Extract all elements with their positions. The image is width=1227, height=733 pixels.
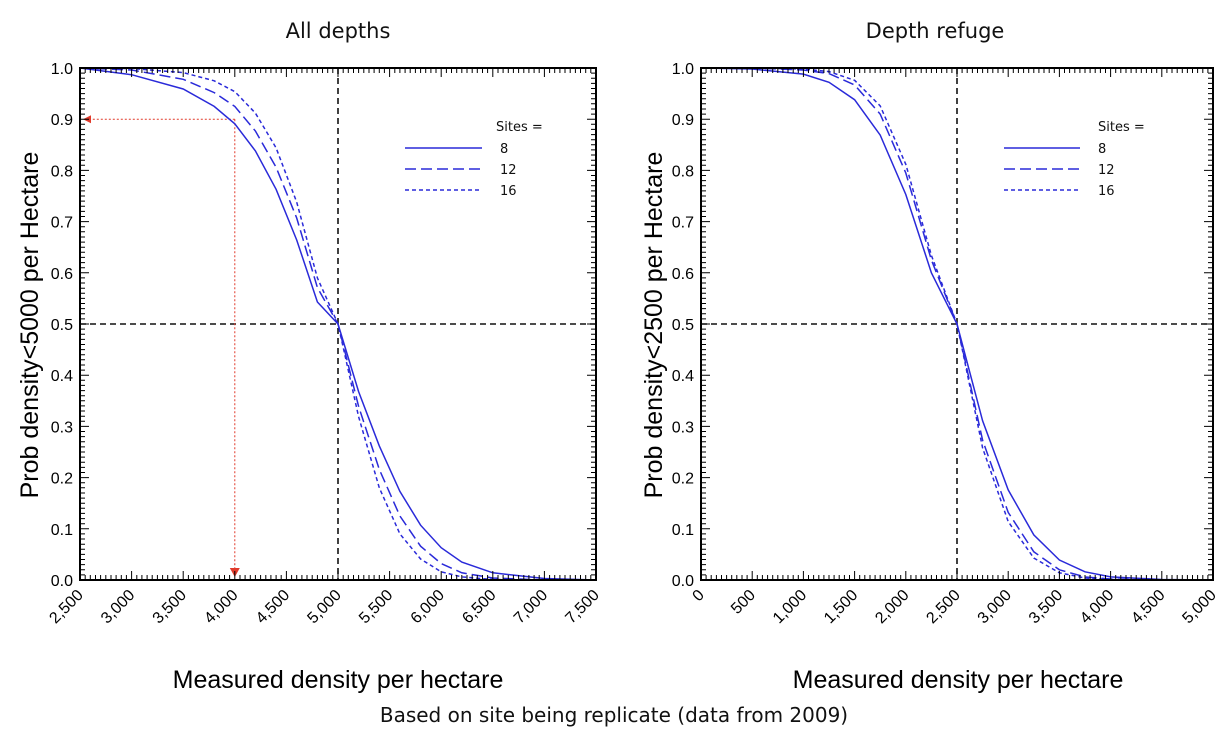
y-tick-label: 0.3	[672, 419, 694, 436]
axis-tick-marks	[700, 67, 1214, 581]
x-tick-label: 2,500	[923, 587, 963, 627]
x-tick-label: 2,500	[46, 587, 86, 627]
x-tick-label: 4,000	[201, 587, 241, 627]
x-axis-label: Measured density per hectare	[173, 666, 504, 694]
x-tick-label: 5,500	[356, 587, 396, 627]
series-line-16	[701, 67, 1213, 581]
y-axis-label: Prob density<5000 per Hectare	[16, 152, 44, 499]
x-tick-label: 7,500	[562, 587, 602, 627]
y-tick-label: 0.5	[672, 317, 694, 334]
y-tick-label: 0.9	[51, 112, 73, 129]
legend-label-16: 16	[500, 184, 517, 199]
x-tick-label: 1,500	[821, 587, 861, 627]
x-axis-label: Measured density per hectare	[793, 666, 1124, 694]
legend-label-16: 16	[1098, 184, 1115, 199]
y-tick-label: 0.2	[672, 471, 694, 488]
x-tick-label: 4,500	[1128, 587, 1168, 627]
chart-title: Depth refuge	[866, 19, 1005, 43]
legend-title: Sites =	[496, 120, 543, 135]
y-tick-label: 0.8	[672, 163, 694, 180]
figure-caption: Based on site being replicate (data from…	[380, 703, 848, 727]
x-tick-label: 4,000	[1077, 587, 1117, 627]
y-tick-label: 1.0	[51, 61, 73, 78]
series-line-16	[79, 67, 596, 581]
y-tick-label: 0.6	[51, 266, 73, 283]
y-tick-label: 0.5	[51, 317, 73, 334]
x-tick-label: 5,000	[1179, 587, 1219, 627]
legend-label-8: 8	[500, 142, 508, 157]
y-tick-label: 0.3	[51, 419, 73, 436]
y-tick-label: 0.0	[51, 573, 73, 590]
y-tick-label: 0.4	[51, 368, 73, 385]
legend-title: Sites =	[1098, 120, 1145, 135]
x-tick-label: 4,500	[253, 587, 293, 627]
x-tick-label: 3,000	[975, 587, 1015, 627]
y-tick-label: 0.1	[51, 522, 73, 539]
y-tick-label: 0.0	[672, 573, 694, 590]
x-tick-label: 500	[728, 587, 759, 618]
chart-panel-depth-refuge: Depth refuge Measured density per hectar…	[640, 19, 1220, 694]
y-tick-label: 0.9	[672, 112, 694, 129]
y-tick-label: 0.1	[672, 522, 694, 539]
chart-panel-all-depths: All depths Measured density per hectare …	[16, 19, 603, 694]
y-tick-label: 0.2	[51, 471, 73, 488]
x-tick-label: 3,500	[150, 587, 190, 627]
x-tick-label: 0	[690, 587, 708, 605]
legend-label-12: 12	[500, 163, 517, 178]
x-tick-label: 6,500	[459, 587, 499, 627]
x-tick-label: 3,000	[98, 587, 138, 627]
y-tick-label: 0.4	[672, 368, 694, 385]
y-tick-label: 0.6	[672, 266, 694, 283]
legend-label-12: 12	[1098, 163, 1115, 178]
axis-tick-marks	[79, 67, 597, 581]
x-tick-label: 7,000	[511, 587, 551, 627]
x-tick-label: 2,000	[872, 587, 912, 627]
chart-title: All depths	[286, 19, 391, 43]
x-tick-label: 5,000	[304, 587, 344, 627]
y-tick-label: 0.8	[51, 163, 73, 180]
y-tick-label: 1.0	[672, 61, 694, 78]
x-tick-label: 6,000	[408, 587, 448, 627]
y-tick-label: 0.7	[51, 215, 73, 232]
y-axis-label: Prob density<2500 per Hectare	[640, 152, 668, 499]
legend-label-8: 8	[1098, 142, 1106, 157]
y-tick-label: 0.7	[672, 215, 694, 232]
x-tick-label: 1,000	[770, 587, 810, 627]
x-tick-label: 3,500	[1026, 587, 1066, 627]
